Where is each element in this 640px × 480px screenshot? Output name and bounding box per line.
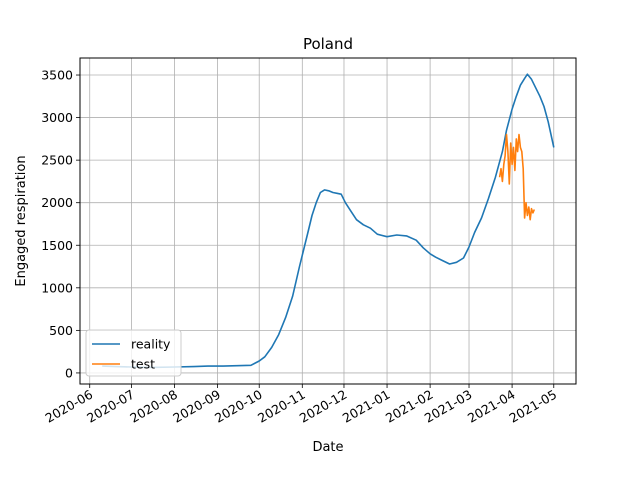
- y-tick-label: 0: [65, 365, 73, 380]
- y-tick-label: 3000: [41, 110, 73, 125]
- plot-frame: [79, 57, 577, 385]
- series-line-test: [498, 133, 536, 221]
- legend-label-test: test: [131, 357, 155, 372]
- legend-label-reality: reality: [131, 337, 171, 352]
- y-tick-label: 2500: [41, 153, 73, 168]
- y-axis-label: Engaged respiration: [14, 155, 29, 286]
- y-tick-label: 1500: [41, 238, 73, 253]
- series-line-reality: [102, 73, 555, 369]
- series-layer: [102, 73, 555, 369]
- chart-title: Poland: [303, 35, 353, 53]
- y-tick-label: 1000: [41, 280, 73, 295]
- x-axis-label: Date: [312, 440, 343, 455]
- y-tick-label: 2000: [41, 195, 73, 210]
- y-tick-label: 500: [49, 323, 73, 338]
- y-axis: 0 500 1000 1500 2000 2500 3000 3500: [41, 68, 80, 380]
- grid: [80, 58, 576, 384]
- y-tick-label: 3500: [41, 68, 73, 83]
- legend: reality test: [85, 329, 182, 377]
